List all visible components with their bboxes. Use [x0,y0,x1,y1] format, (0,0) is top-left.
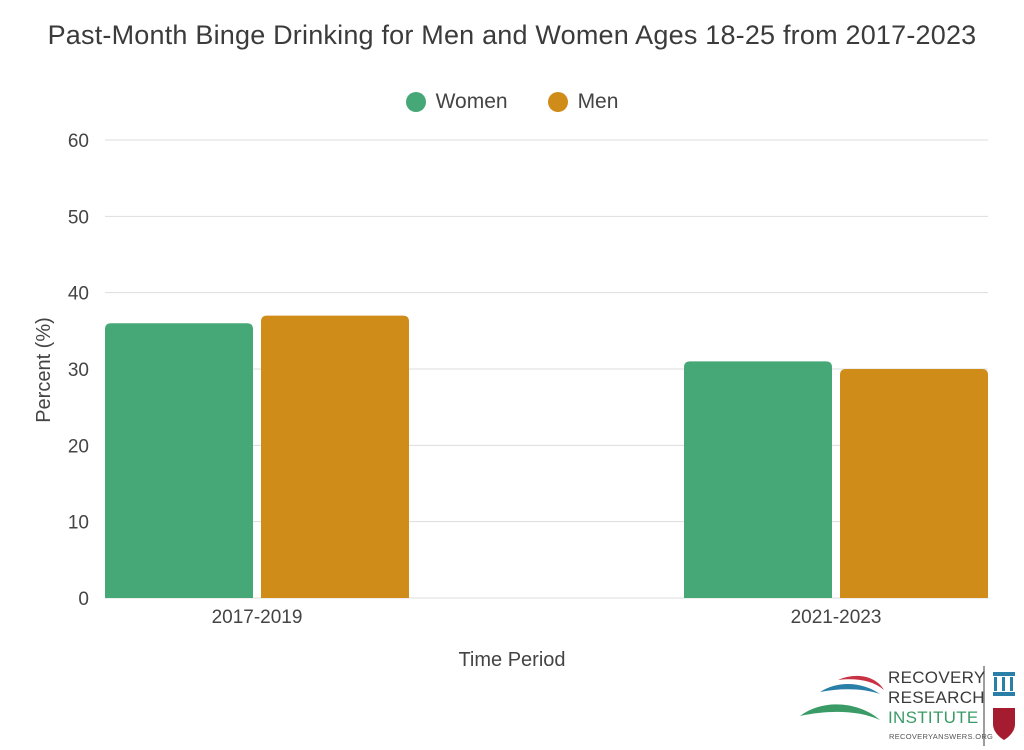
logo-text: RECOVERY RESEARCH INSTITUTE [888,668,986,728]
legend: Women Men [0,90,1024,114]
legend-item-women[interactable]: Women [405,90,508,114]
bar-men-2017-2019[interactable] [261,315,409,598]
y-tick-label: 60 [68,131,89,152]
bar-women-2017-2019[interactable] [105,323,253,598]
logo-line-recovery: RECOVERY [888,668,986,687]
logo-line-research: RESEARCH [888,688,985,707]
y-tick-label: 10 [68,513,89,534]
x-tick-labels: 2017-2019 2021-2023 [212,607,882,628]
chart-title: Past-Month Binge Drinking for Men and Wo… [47,20,977,50]
logo-line-institute: INSTITUTE [888,708,979,727]
legend-swatch-men [547,92,568,112]
bar-chart: 0 10 20 30 40 50 60 2017-2019 2021-2023 Percent… [33,131,988,671]
legend-label-women: Women [435,90,508,113]
y-tick-label: 20 [68,436,89,457]
legend-item-men[interactable]: Men [547,90,619,114]
bar-men-2021-2023[interactable] [840,369,988,598]
legend-label-men: Men [577,90,619,113]
bar-women-2021-2023[interactable] [684,361,832,598]
y-tick-labels: 0 10 20 30 40 50 60 [68,131,89,610]
x-tick-label: 2021-2023 [791,607,882,628]
x-tick-label: 2017-2019 [212,607,303,628]
logo-url: RECOVERYANSWERS.ORG [889,732,994,741]
bars [105,315,988,598]
recovery-research-institute-logo [800,666,1015,746]
y-tick-label: 0 [78,589,89,610]
y-tick-label: 30 [68,360,89,381]
legend-swatch-women [405,92,426,112]
x-axis-label: Time Period [458,649,565,671]
y-tick-label: 40 [68,284,89,305]
y-axis-label: Percent (%) [33,317,55,423]
y-tick-label: 50 [68,207,89,228]
